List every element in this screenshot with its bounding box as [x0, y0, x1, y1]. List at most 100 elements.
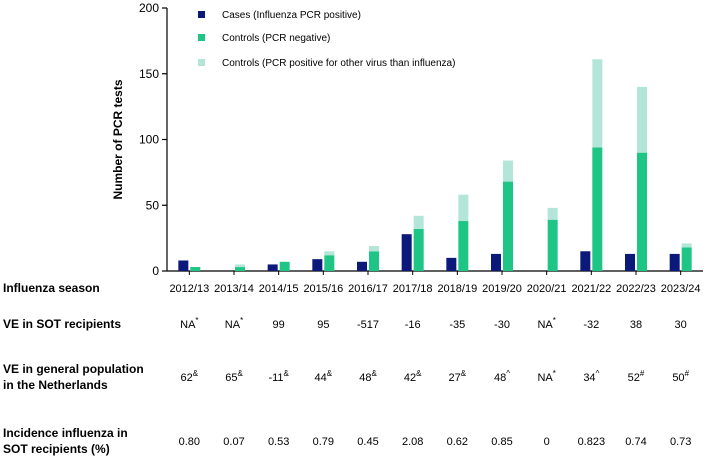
data-table: Influenza season 2012/13 2013/14 2014/15 201…: [3, 281, 701, 456]
season-label: 2020/21: [527, 283, 567, 295]
row-label-3: SOT recipients (%): [3, 442, 110, 456]
bar-controls-other-virus-2021/22: [592, 59, 603, 148]
cell-value: 99: [273, 319, 285, 331]
bar-controls-negative-2023/24: [681, 247, 692, 271]
bar-controls-other-virus-2019/20: [503, 160, 513, 182]
cell-value: 27&: [449, 369, 467, 384]
bar-cases-2012/13: [178, 260, 189, 271]
cell-value: 30: [675, 319, 687, 331]
y-axis: 0 50 100 150 200 Number of PCR tests: [111, 1, 703, 278]
cell-value: 0.85: [491, 436, 512, 448]
season-label: 2014/15: [259, 283, 299, 295]
bar-controls-negative-2018/19: [458, 221, 469, 271]
bar-controls-other-virus-2013/14: [235, 264, 245, 268]
bar-controls-other-virus-2018/19: [458, 194, 469, 222]
bar-controls-negative-2022/23: [637, 152, 647, 271]
bar-controls-other-virus-2020/21: [547, 207, 558, 220]
row-label-0: Influenza season: [3, 281, 100, 295]
bar-controls-negative-2017/18: [413, 228, 424, 271]
row-label-3: Incidence influenza in: [3, 426, 128, 440]
cell-value: -11&: [268, 369, 289, 384]
cell-value: 48&: [359, 369, 377, 384]
cell-value: 52#: [628, 369, 645, 384]
legend-label-0: Cases (Influenza PCR positive): [222, 10, 361, 21]
season-label: 2012/13: [169, 283, 209, 295]
season-label: 2021/22: [571, 283, 611, 295]
cell-value: NA*: [537, 316, 555, 331]
cell-value: -517: [357, 319, 379, 331]
cell-value: -35: [449, 319, 465, 331]
cell-value: -16: [405, 319, 421, 331]
bar-cases-2015/16: [312, 259, 323, 271]
bar-cases-2023/24: [669, 253, 680, 271]
bar-cases-2016/17: [357, 261, 367, 271]
season-label: 2022/23: [616, 283, 656, 295]
cell-value: 50#: [672, 369, 689, 384]
row-label-2: in the Netherlands: [3, 378, 108, 392]
legend-swatch-2: [198, 59, 205, 66]
cell-value: NA*: [537, 369, 555, 384]
cell-value: 62&: [181, 369, 199, 384]
cell-value: NA*: [180, 316, 198, 331]
bar-cases-2022/23: [625, 253, 635, 271]
bar-cases-2021/22: [580, 251, 591, 271]
bar-controls-negative-2015/16: [324, 255, 335, 271]
cell-value: 42&: [404, 369, 422, 384]
bar-cases-2017/18: [401, 234, 412, 271]
bar-controls-negative-2014/15: [279, 261, 290, 271]
legend-label-1: Controls (PCR negative): [222, 33, 330, 44]
cell-value: -32: [583, 319, 599, 331]
cell-value: -30: [494, 319, 510, 331]
cell-value: 0.45: [357, 436, 378, 448]
bar-controls-negative-2016/17: [369, 251, 379, 271]
y-axis-title: Number of PCR tests: [111, 79, 125, 199]
bar-controls-other-virus-2016/17: [369, 246, 379, 252]
bar-cases-2019/20: [491, 253, 501, 271]
bar-controls-other-virus-2015/16: [324, 251, 335, 256]
cell-value: 0.823: [578, 436, 606, 448]
season-label: 2016/17: [348, 283, 388, 295]
season-label: 2023/24: [661, 283, 701, 295]
cell-value: 0.07: [223, 436, 244, 448]
y-tick-label: 0: [152, 264, 159, 278]
cell-value: NA*: [225, 316, 243, 331]
cell-value: 48^: [494, 369, 510, 384]
season-label: 2019/20: [482, 283, 522, 295]
bar-controls-negative-2012/13: [190, 267, 201, 271]
bar-controls-negative-2020/21: [547, 219, 558, 271]
y-tick-label: 200: [139, 1, 159, 15]
cell-value: 38: [630, 319, 642, 331]
legend-swatch-1: [198, 34, 205, 41]
y-tick-label: 50: [146, 198, 160, 212]
cell-value: 0: [544, 436, 550, 448]
y-tick-label: 150: [139, 67, 159, 81]
bar-cases-2014/15: [267, 264, 278, 271]
bar-controls-other-virus-2023/24: [681, 243, 692, 248]
bar-controls-other-virus-2022/23: [637, 86, 647, 153]
cell-value: 65&: [225, 369, 243, 384]
season-label: 2017/18: [393, 283, 433, 295]
y-tick-label: 100: [139, 133, 159, 147]
bar-controls-negative-2021/22: [592, 147, 603, 271]
legend-swatch-0: [198, 11, 205, 18]
bar-controls-other-virus-2017/18: [413, 215, 424, 229]
bar-cases-2018/19: [446, 257, 457, 271]
legend: Cases (Influenza PCR positive) Controls (…: [198, 10, 455, 69]
row-label-2: VE in general population: [3, 362, 144, 376]
season-label: 2013/14: [214, 283, 254, 295]
cell-value: 95: [317, 319, 329, 331]
cell-value: 0.74: [625, 436, 646, 448]
cell-value: 0.53: [268, 436, 289, 448]
cell-value: 44&: [315, 369, 333, 384]
cell-value: 2.08: [402, 436, 423, 448]
legend-label-2: Controls (PCR positive for other virus t…: [222, 58, 455, 69]
cell-value: 0.73: [670, 436, 691, 448]
cell-value: 0.80: [179, 436, 200, 448]
cell-value: 0.79: [313, 436, 334, 448]
bar-series: [178, 59, 692, 275]
cell-value: 0.62: [447, 436, 468, 448]
bar-controls-negative-2013/14: [235, 267, 245, 271]
row-label-1: VE in SOT recipients: [3, 317, 121, 331]
bar-controls-negative-2019/20: [503, 181, 513, 271]
